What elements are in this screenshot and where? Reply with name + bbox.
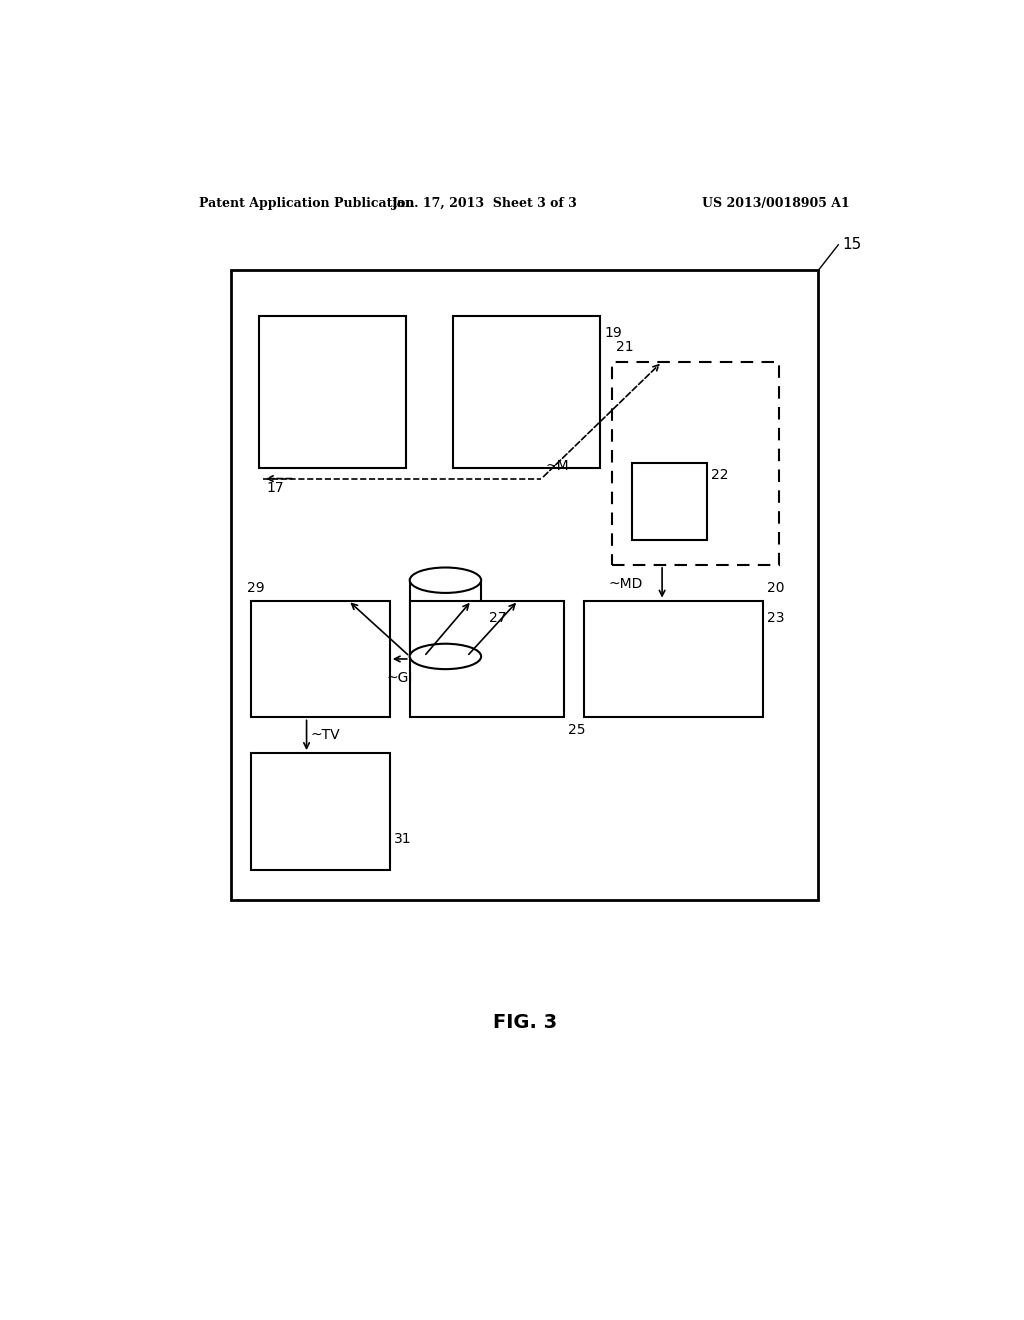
Text: Patent Application Publication: Patent Application Publication: [200, 197, 415, 210]
Text: ~MD: ~MD: [608, 577, 642, 591]
FancyBboxPatch shape: [454, 315, 600, 469]
FancyBboxPatch shape: [585, 601, 763, 718]
Text: 29: 29: [247, 581, 264, 595]
FancyBboxPatch shape: [612, 362, 778, 565]
Text: 22: 22: [712, 469, 729, 482]
Text: 20: 20: [767, 581, 784, 595]
Ellipse shape: [410, 644, 481, 669]
Text: ~M: ~M: [546, 459, 569, 474]
Text: 25: 25: [568, 722, 586, 737]
FancyBboxPatch shape: [632, 463, 708, 540]
Ellipse shape: [410, 568, 481, 593]
FancyBboxPatch shape: [231, 271, 818, 900]
FancyBboxPatch shape: [251, 601, 390, 718]
Text: US 2013/0018905 A1: US 2013/0018905 A1: [702, 197, 850, 210]
Text: 19: 19: [604, 326, 622, 341]
Text: 31: 31: [394, 833, 412, 846]
FancyBboxPatch shape: [410, 601, 564, 718]
Text: 27: 27: [489, 611, 507, 626]
FancyBboxPatch shape: [251, 752, 390, 870]
Text: 23: 23: [767, 611, 784, 624]
Text: ~GI: ~GI: [387, 671, 413, 685]
FancyBboxPatch shape: [410, 581, 481, 656]
Text: FIG. 3: FIG. 3: [493, 1012, 557, 1032]
FancyBboxPatch shape: [259, 315, 406, 469]
Text: 15: 15: [842, 238, 861, 252]
Text: 21: 21: [616, 339, 634, 354]
FancyBboxPatch shape: [242, 289, 662, 491]
Text: Jan. 17, 2013  Sheet 3 of 3: Jan. 17, 2013 Sheet 3 of 3: [392, 197, 578, 210]
Text: ~TV: ~TV: [310, 729, 340, 742]
Text: 17: 17: [267, 480, 285, 495]
